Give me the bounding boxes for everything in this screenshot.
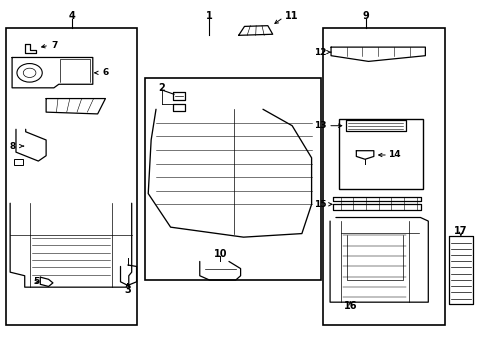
Text: 2: 2 — [158, 83, 165, 93]
Text: 16: 16 — [343, 301, 357, 311]
Text: 8: 8 — [10, 141, 16, 150]
Text: 14: 14 — [387, 150, 400, 159]
Text: 13: 13 — [313, 121, 325, 130]
Bar — [14, 159, 23, 165]
Bar — [144, 78, 321, 280]
Text: 12: 12 — [313, 48, 325, 57]
Bar — [323, 28, 444, 325]
Bar — [6, 28, 136, 325]
Text: 17: 17 — [453, 226, 467, 237]
Text: 3: 3 — [124, 285, 131, 295]
Text: 5: 5 — [33, 277, 39, 286]
Text: 15: 15 — [313, 200, 325, 209]
Text: 9: 9 — [362, 12, 368, 21]
Text: 10: 10 — [213, 249, 226, 259]
Bar — [339, 119, 423, 189]
Text: 4: 4 — [68, 12, 75, 21]
Text: 11: 11 — [285, 12, 298, 21]
Text: 6: 6 — [102, 68, 108, 77]
Text: 1: 1 — [206, 12, 212, 21]
Text: 7: 7 — [52, 41, 58, 50]
